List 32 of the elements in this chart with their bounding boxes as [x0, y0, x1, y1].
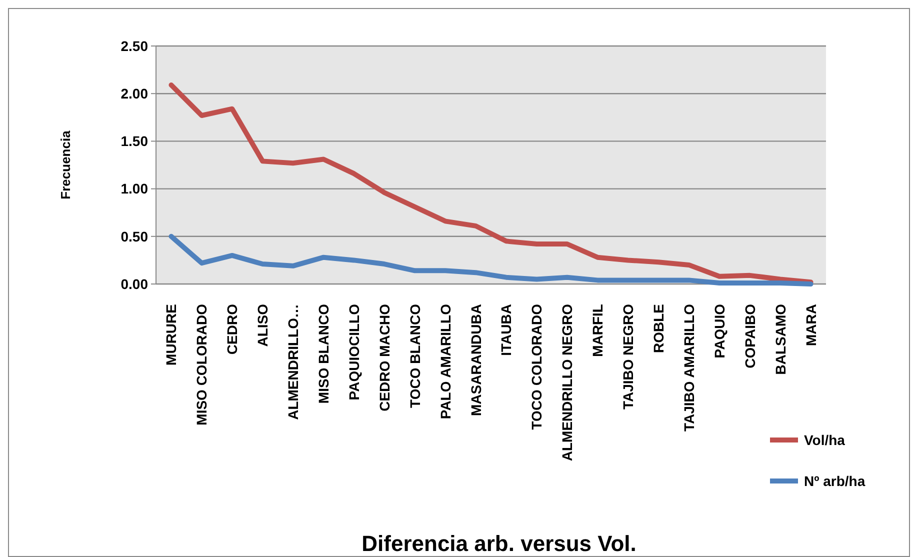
x-tick-label: TOCO COLORADO — [528, 304, 545, 430]
y-tick-label: 0.00 — [120, 276, 148, 292]
x-tick-label: TAJIBO NEGRO — [620, 304, 636, 410]
x-tick-label: MARFIL — [590, 304, 606, 357]
x-tick-label: MARA — [802, 304, 819, 346]
text: Diferencia arb. versus Vol. — [362, 531, 636, 556]
y-axis-title: Frecuencia — [58, 130, 73, 200]
y-tick-label: 1.00 — [120, 180, 148, 197]
x-tick-label: MASARANDUBA — [468, 304, 484, 416]
x-tick-label: TOCO BLANCO — [406, 304, 423, 408]
y-tick-label: 2.00 — [120, 86, 148, 102]
x-tick-label: ROBLE — [650, 304, 666, 353]
x-tick-label: ALMENDRILLO NEGRO — [559, 304, 576, 462]
y-tick-label: 1.50 — [120, 133, 148, 150]
x-tick-label: ALMENDRILLO… — [285, 304, 302, 420]
x-tick-label: MISO COLORADO — [194, 304, 210, 426]
x-tick-label: BALSAMO — [772, 304, 788, 375]
x-tick-label: ALISO — [254, 304, 271, 347]
x-tick-label: CEDRO MACHO — [376, 304, 392, 412]
x-tick-label: PAQUIOCILLO — [346, 304, 362, 400]
x-tick-label: PAQUIO — [711, 304, 728, 358]
y-tick-label: 0.50 — [120, 228, 148, 244]
legend-label: Nº arb/ha — [804, 472, 866, 489]
x-tick-label: MISO BLANCO — [316, 304, 332, 404]
x-tick-label: CEDRO — [224, 304, 240, 355]
x-tick-label: ITAUBA — [498, 304, 514, 356]
x-tick-label: TAJIBO AMARILLO — [680, 304, 697, 432]
legend-label: Vol/ha — [804, 432, 846, 448]
x-tick-label: MURURE — [163, 304, 180, 366]
x-tick-label: COPAIBO — [742, 304, 758, 368]
y-tick-label: 2.50 — [120, 38, 148, 54]
x-tick-label: PALO AMARILLO — [437, 304, 454, 420]
